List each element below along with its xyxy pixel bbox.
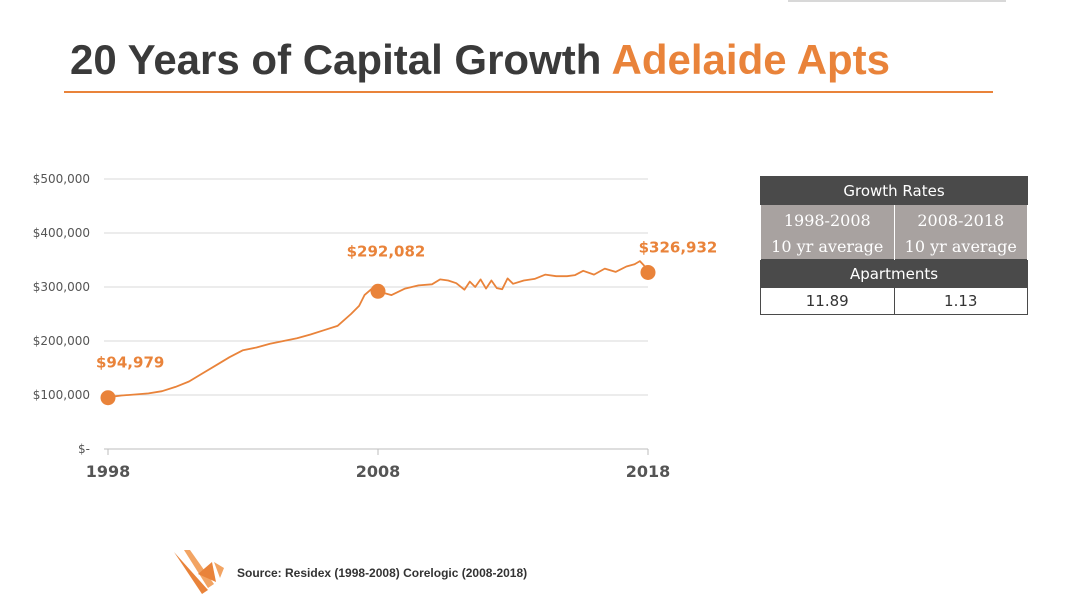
grid-lines: [104, 178, 648, 450]
y-axis-ticks: $500,000 $400,000 $300,000 $200,000 $100,000…: [33, 172, 90, 456]
y-tick-label: $400,000: [33, 226, 90, 240]
period-range-2: 2008-2018: [893, 204, 1028, 233]
table-category: Apartments: [760, 259, 1028, 288]
x-tick-label: 1998: [86, 462, 131, 481]
highlight-point: [370, 283, 386, 299]
y-tick-label: $500,000: [33, 172, 90, 186]
period-desc-2: 10 yr average: [893, 233, 1028, 260]
y-tick-label: $100,000: [33, 388, 90, 402]
series-line: [107, 260, 649, 399]
growth-rates-table: Growth Rates 1998-2008 2008-2018 10 yr a…: [760, 176, 1028, 315]
x-tick-label: 2018: [626, 462, 671, 481]
top-edge-bar: [788, 0, 1006, 2]
highlight-point: [100, 390, 116, 406]
period-desc-1: 10 yr average: [760, 233, 895, 260]
data-label: $292,082: [347, 242, 426, 260]
growth-value-2: 1.13: [893, 287, 1028, 315]
slide-title: 20 Years of Capital Growth Adelaide Apts: [70, 36, 890, 84]
y-tick-label: $300,000: [33, 280, 90, 294]
x-tick-label: 2008: [356, 462, 401, 481]
series-layer: [107, 260, 649, 399]
price-line-chart: $500,000 $400,000 $300,000 $200,000 $100,000…: [33, 172, 718, 481]
highlight-points: $94,979 $292,082 $326,932: [96, 238, 718, 406]
source-note: Source: Residex (1998-2008) Corelogic (2…: [237, 566, 528, 580]
title-underline: [64, 91, 993, 93]
data-label: $326,932: [639, 238, 718, 256]
highlight-point: [640, 264, 656, 280]
y-tick-label: $200,000: [33, 334, 90, 348]
brand-logo-icon: [174, 550, 224, 594]
data-label: $94,979: [96, 354, 164, 372]
title-main: 20 Years of Capital Growth: [70, 36, 602, 83]
period-range-1: 1998-2008: [760, 204, 895, 233]
title-accent: Adelaide Apts: [611, 36, 891, 83]
table-header: Growth Rates: [760, 176, 1028, 205]
x-axis-ticks: 1998 2008 2018: [86, 449, 671, 481]
growth-value-1: 11.89: [760, 287, 895, 315]
y-tick-label: $-: [78, 442, 90, 456]
